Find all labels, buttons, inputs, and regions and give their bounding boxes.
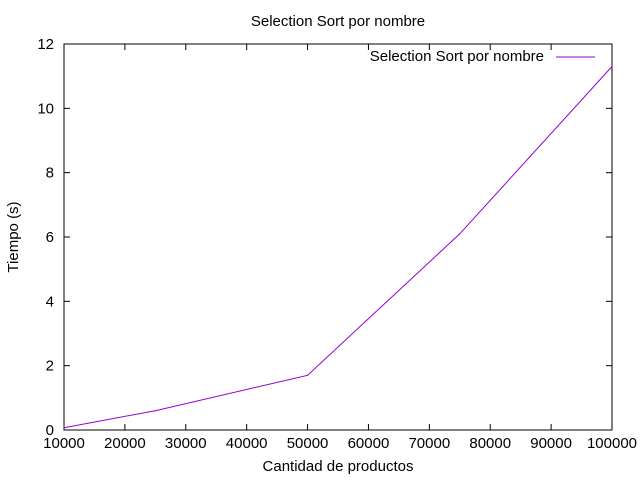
data-point (63, 427, 65, 429)
data-point (459, 233, 461, 235)
y-tick-label: 10 (37, 100, 54, 117)
legend-label: Selection Sort por nombre (370, 48, 544, 65)
chart-title: Selection Sort por nombre (251, 13, 425, 30)
y-tick-label: 2 (46, 358, 54, 375)
x-tick-label: 90000 (530, 435, 572, 452)
x-tick-label: 10000 (43, 435, 85, 452)
y-tick-label: 12 (37, 36, 54, 53)
y-tick-label: 8 (46, 165, 54, 182)
tick-labels: 10000 20000 30000 40000 50000 60000 70000 80000… (37, 36, 637, 452)
series-group (63, 65, 613, 429)
data-point (611, 65, 613, 68)
series-line (63, 66, 613, 429)
y-axis-label: Tiempo (s) (5, 201, 22, 272)
y-tick-label: 6 (46, 229, 54, 246)
axis-ticks (63, 43, 613, 431)
x-tick-label: 20000 (104, 435, 146, 452)
data-point (306, 374, 309, 376)
x-tick-label: 60000 (348, 435, 390, 452)
x-tick-label: 30000 (165, 435, 207, 452)
x-tick-label: 100000 (587, 435, 637, 452)
x-axis-label: Cantidad de productos (263, 458, 414, 475)
legend: Selection Sort por nombre (370, 48, 595, 65)
plot-frame (63, 43, 613, 431)
x-tick-label: 70000 (408, 435, 450, 452)
x-tick-label: 80000 (469, 435, 511, 452)
y-tick-label: 0 (46, 422, 54, 439)
y-tick-label: 4 (46, 293, 54, 310)
data-point (154, 410, 156, 412)
x-tick-label: 40000 (226, 435, 268, 452)
x-tick-label: 50000 (287, 435, 329, 452)
